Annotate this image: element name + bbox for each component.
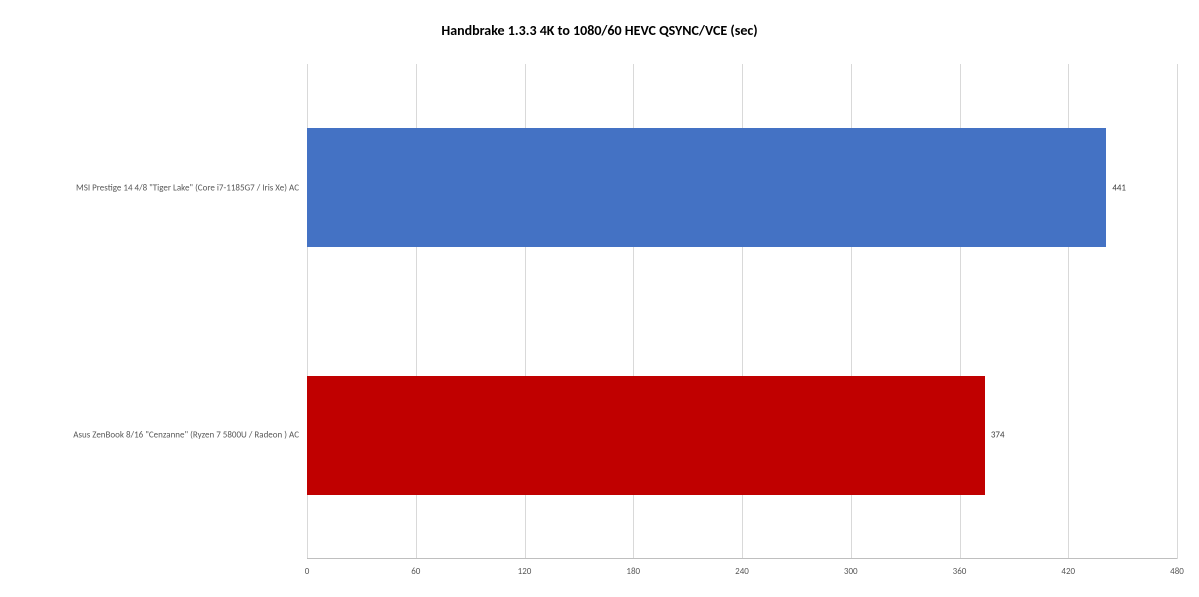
- x-tick-label: 180: [626, 566, 640, 577]
- x-tick-label: 60: [411, 566, 420, 577]
- y-category-label: Asus ZenBook 8/16 "Cenzanne" (Ryzen 7 58…: [73, 430, 307, 441]
- x-tick-label: 420: [1061, 566, 1075, 577]
- x-axis-line: [307, 558, 1177, 559]
- plot-area: 060120180240300360420480441MSI Prestige …: [307, 63, 1177, 559]
- x-tick-label: 360: [953, 566, 967, 577]
- x-tick-label: 480: [1170, 566, 1184, 577]
- y-category-label: MSI Prestige 14 4/8 "Tiger Lake" (Core i…: [76, 182, 307, 193]
- bar: 374: [307, 376, 985, 495]
- bar-value-label: 441: [1106, 182, 1126, 193]
- x-tick-label: 0: [305, 566, 310, 577]
- bar: 441: [307, 128, 1106, 247]
- x-tick-label: 300: [844, 566, 858, 577]
- gridline: [1177, 64, 1178, 559]
- chart-container: Handbrake 1.3.3 4K to 1080/60 HEVC QSYNC…: [0, 0, 1199, 597]
- bar-value-label: 374: [985, 430, 1005, 441]
- x-tick-label: 240: [735, 566, 749, 577]
- chart-title: Handbrake 1.3.3 4K to 1080/60 HEVC QSYNC…: [0, 22, 1199, 39]
- x-tick-label: 120: [518, 566, 532, 577]
